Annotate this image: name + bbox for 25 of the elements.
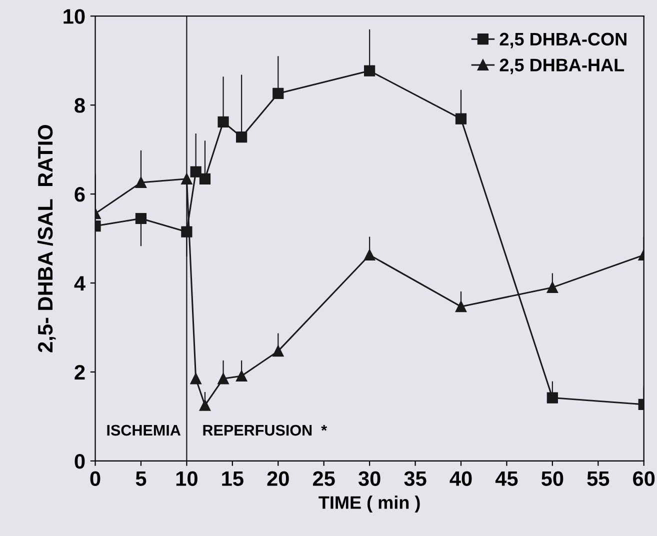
y-tick-label: 4 [74, 276, 86, 291]
y-axis-title: 2,5- DHBA /SAL RATIO [37, 124, 56, 352]
x-tick-label: 30 [358, 471, 380, 486]
legend-label: 2,5 DHBA-CON [500, 32, 626, 48]
x-tick-label: 25 [312, 471, 335, 486]
x-tick-label: 35 [404, 471, 426, 486]
annotation: ISCHEMIA [107, 424, 181, 436]
y-tick-label: 8 [74, 98, 85, 113]
y-tick-label: 10 [64, 9, 85, 24]
x-tick-label: 45 [495, 471, 518, 486]
annotation: REPERFUSION * [203, 424, 328, 436]
y-tick-label: 0 [74, 454, 85, 469]
y-tick-label: 2 [74, 364, 85, 380]
x-axis-title: TIME ( min ) [318, 496, 420, 512]
x-tick-label: 55 [587, 471, 610, 486]
x-tick-label: 60 [633, 471, 655, 486]
x-tick-label: 20 [267, 471, 289, 486]
x-tick-label: 0 [90, 471, 100, 486]
x-tick-label: 5 [136, 471, 146, 486]
x-tick-label: 40 [450, 471, 472, 486]
legend-label: 2,5 DHBA-HAL [500, 58, 624, 74]
x-tick-label: 50 [541, 471, 564, 486]
y-tick-label: 6 [74, 187, 85, 202]
x-tick-label: 10 [176, 471, 198, 486]
x-tick-label: 15 [222, 471, 244, 486]
